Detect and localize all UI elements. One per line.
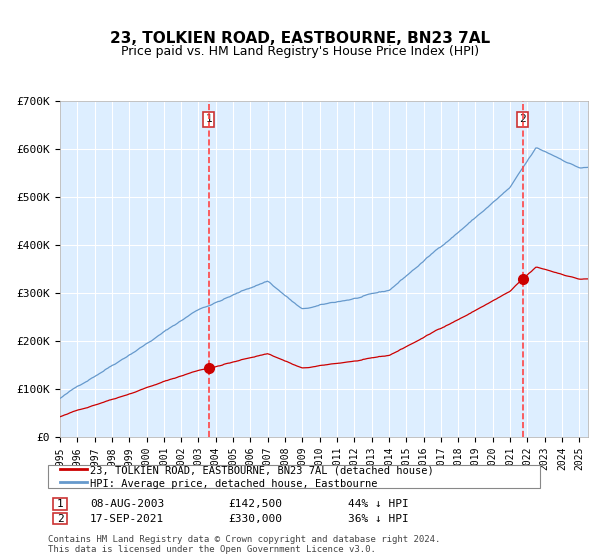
Text: 23, TOLKIEN ROAD, EASTBOURNE, BN23 7AL (detached house): 23, TOLKIEN ROAD, EASTBOURNE, BN23 7AL (… xyxy=(90,466,434,476)
Text: 17-SEP-2021: 17-SEP-2021 xyxy=(90,514,164,524)
Text: £142,500: £142,500 xyxy=(228,499,282,509)
Text: Price paid vs. HM Land Registry's House Price Index (HPI): Price paid vs. HM Land Registry's House … xyxy=(121,45,479,58)
Text: HPI: Average price, detached house, Eastbourne: HPI: Average price, detached house, East… xyxy=(90,479,377,489)
Text: 1: 1 xyxy=(206,114,212,124)
Text: 08-AUG-2003: 08-AUG-2003 xyxy=(90,499,164,509)
Text: £330,000: £330,000 xyxy=(228,514,282,524)
Text: 2: 2 xyxy=(519,114,526,124)
Text: 1: 1 xyxy=(56,499,64,509)
Text: 2: 2 xyxy=(56,514,64,524)
Text: Contains HM Land Registry data © Crown copyright and database right 2024.
This d: Contains HM Land Registry data © Crown c… xyxy=(48,535,440,554)
Text: 44% ↓ HPI: 44% ↓ HPI xyxy=(348,499,409,509)
Text: 36% ↓ HPI: 36% ↓ HPI xyxy=(348,514,409,524)
Text: 23, TOLKIEN ROAD, EASTBOURNE, BN23 7AL: 23, TOLKIEN ROAD, EASTBOURNE, BN23 7AL xyxy=(110,31,490,46)
